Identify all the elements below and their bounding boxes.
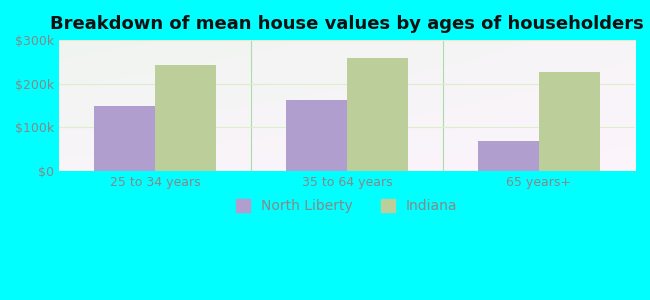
Bar — [285, 100, 347, 171]
Bar — [347, 58, 408, 171]
Legend: North Liberty, Indiana: North Liberty, Indiana — [231, 194, 463, 219]
Bar — [539, 71, 601, 171]
Bar — [155, 65, 216, 171]
Bar — [94, 106, 155, 171]
Bar — [478, 141, 539, 171]
Title: Breakdown of mean house values by ages of householders: Breakdown of mean house values by ages o… — [50, 15, 644, 33]
